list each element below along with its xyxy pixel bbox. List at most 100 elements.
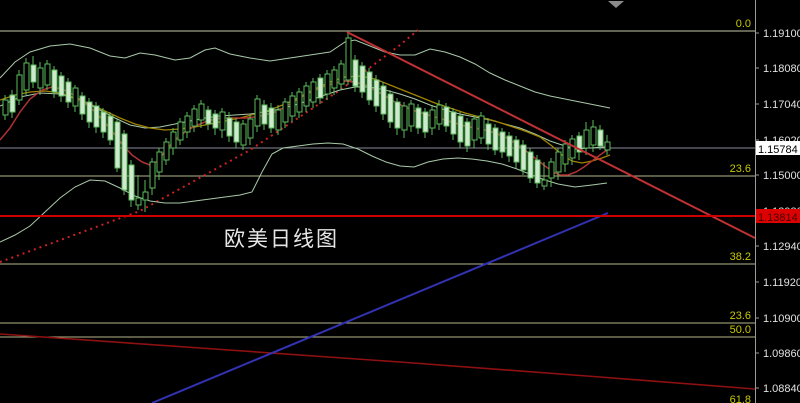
price-axis[interactable]: 1.191001.180801.170401.160201.150001.139… [755, 0, 800, 403]
candle-body [44, 63, 51, 86]
candle-body [191, 108, 198, 127]
axis-price-label: 1.09860 [763, 348, 800, 360]
candle-body [247, 118, 254, 139]
candle-body [492, 127, 499, 151]
candle-body [261, 104, 268, 125]
candle-body [310, 81, 317, 103]
fib-retracement-lines: 0.0 23.6 38.2 23.6 50.0 61.8 [0, 18, 755, 403]
candle-body [457, 115, 464, 143]
candle-body [16, 74, 23, 101]
bid-price-value: 1.15784 [758, 144, 798, 156]
candle-body [366, 71, 373, 101]
candle-body [499, 131, 506, 153]
candle-body [72, 87, 79, 107]
axis-price-label: 1.12940 [763, 241, 800, 253]
slow-ma-line [0, 333, 756, 390]
candle-body [478, 115, 485, 139]
candle-body [100, 111, 107, 133]
fib-level-label: 38.2 [730, 251, 751, 263]
candle-body [219, 111, 226, 131]
candle-body [30, 64, 37, 83]
candle-body [352, 59, 359, 87]
candle-body [520, 144, 527, 171]
chart-watermark-label: 欧美日线图 [224, 227, 339, 251]
candle-body [93, 105, 100, 128]
candle-body [485, 123, 492, 145]
ascending-blue-trendline[interactable] [151, 212, 609, 403]
red-ma-line [0, 80, 608, 176]
candle-body [527, 151, 534, 179]
candle-body [387, 93, 394, 123]
axis-price-label: 1.11920 [763, 277, 800, 289]
candle-body [506, 135, 513, 157]
candle-body [275, 109, 282, 131]
candle-body [415, 107, 422, 129]
candle-body [163, 141, 170, 161]
candle-body [65, 81, 72, 103]
axis-price-label: 1.17040 [763, 99, 800, 111]
candle-body [135, 197, 142, 206]
candle-body [380, 85, 387, 115]
candle-body [149, 161, 156, 189]
candle-body [429, 109, 436, 129]
candle-body [562, 143, 569, 165]
hline-price-value: 1.13814 [758, 212, 798, 224]
candle-body [205, 109, 212, 125]
candle-body [471, 118, 478, 141]
candle-body [422, 111, 429, 133]
fib-level-label: 50.0 [730, 324, 751, 336]
candle-body [338, 63, 345, 85]
candle-body [590, 126, 597, 146]
chart-shift-marker-icon[interactable] [608, 1, 624, 8]
candle-body [107, 115, 114, 141]
axis-price-label: 1.19100 [763, 28, 800, 40]
hline-price-box [756, 209, 800, 223]
fib-level-label: 0.0 [736, 18, 751, 30]
axis-background [755, 0, 800, 403]
descending-red-trendline[interactable] [346, 31, 756, 239]
bollinger-lower-band [0, 142, 608, 243]
candle-body [282, 101, 289, 123]
candle-body [408, 103, 415, 127]
candle-body [170, 131, 177, 149]
candle-body [226, 117, 233, 137]
candle-body [583, 129, 590, 149]
candle-body [569, 138, 576, 159]
fib-level-label: 23.6 [730, 163, 751, 175]
candle-body [86, 101, 93, 123]
candle-body [37, 67, 44, 89]
candle-body [513, 139, 520, 163]
fib-level-label: 23.6 [730, 310, 751, 322]
candle-body [548, 161, 555, 179]
candle-body [597, 129, 604, 147]
fib-level-label: 61.8 [730, 394, 751, 403]
candle-body [9, 94, 16, 113]
candle-body [541, 179, 548, 187]
candle-body [114, 121, 121, 169]
candle-body [576, 135, 583, 153]
candle-body [555, 151, 562, 173]
candle-body [142, 191, 149, 201]
candle-body [212, 113, 219, 129]
candle-body [450, 111, 457, 135]
candle-body [128, 164, 135, 201]
axis-price-label: 1.08840 [763, 383, 800, 395]
axis-price-label: 1.15000 [763, 170, 800, 182]
axis-price-label: 1.18080 [763, 63, 800, 75]
candle-body [359, 65, 366, 93]
candle-body [331, 69, 338, 89]
candle-body [324, 73, 331, 95]
candle-body [443, 106, 450, 127]
axis-price-label: 1.10900 [763, 313, 800, 325]
candle-body [233, 121, 240, 143]
candle-body [401, 105, 408, 131]
candlesticks [2, 31, 611, 212]
candle-body [2, 99, 9, 116]
candle-body [184, 115, 191, 133]
bid-price-box [756, 141, 800, 155]
candle-body [289, 95, 296, 117]
candle-body [373, 79, 380, 107]
candle-body [23, 62, 30, 91]
